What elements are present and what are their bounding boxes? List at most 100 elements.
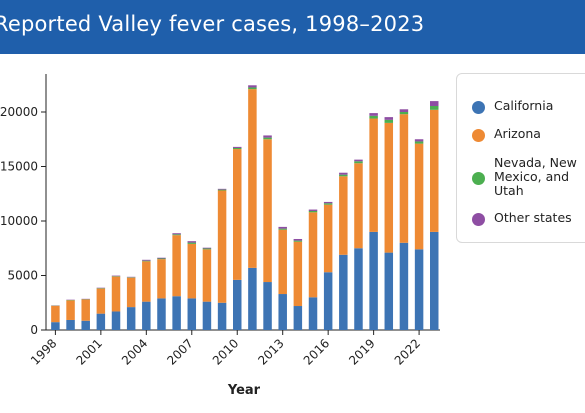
bar-2007-series-3 (187, 241, 197, 243)
bar-2014-series-2 (293, 240, 303, 242)
bar-2018-series-1 (354, 163, 363, 249)
y-tick-label-0: 0 (30, 323, 38, 337)
bar-2023-series-0 (430, 231, 439, 330)
bar-2020-series-2 (384, 119, 394, 123)
bar-2004-series-0 (142, 301, 151, 330)
y-tick-label-20000: 20000 (0, 105, 38, 119)
x-tick-label-2016: 2016 (301, 336, 332, 367)
bar-2006-series-0 (172, 296, 181, 330)
legend-swatch-other-states (472, 213, 485, 226)
bar-2023-series-1 (430, 109, 439, 232)
legend-item-other-states: Other states (472, 211, 585, 226)
legend: California Arizona Nevada, New Mexico, a… (456, 73, 585, 243)
title-bar: Reported Valley fever cases, 1998–2023 (0, 0, 585, 54)
bar-2013-series-0 (278, 294, 287, 330)
bar-2013-series-1 (278, 229, 287, 295)
bar-2005-series-0 (157, 298, 166, 330)
x-tick-label-2007: 2007 (164, 336, 195, 367)
bar-2010-series-2 (233, 147, 242, 150)
bar-2005-series-1 (157, 259, 166, 299)
legend-label-arizona: Arizona (494, 126, 541, 141)
bar-2007-series-2 (187, 242, 197, 244)
bar-2007-series-1 (187, 243, 197, 299)
bar-2011-series-2 (248, 87, 257, 90)
bar-2021-series-1 (399, 114, 409, 243)
x-tick-label-2010: 2010 (210, 336, 241, 367)
bar-2017-series-2 (339, 174, 348, 177)
legend-swatch-nevada-nm-ut (472, 172, 485, 185)
bar-2002-series-0 (111, 311, 121, 330)
bar-2021-series-3 (399, 109, 409, 112)
bar-2018-series-2 (354, 161, 363, 164)
bar-2004-series-2 (142, 260, 151, 262)
bar-2011-series-0 (248, 267, 257, 330)
bar-2005-series-3 (157, 257, 166, 259)
y-tick-label-5000: 5000 (7, 269, 38, 283)
bar-2014-series-3 (293, 238, 303, 241)
bar-2016-series-2 (323, 203, 333, 205)
bar-2011-series-1 (248, 89, 257, 268)
bar-2008-series-1 (202, 249, 212, 302)
bar-2016-series-0 (323, 272, 333, 330)
bar-2015-series-0 (308, 297, 318, 330)
bar-2001-series-0 (96, 313, 106, 330)
bar-2021-series-0 (399, 242, 409, 330)
bar-2017-series-3 (339, 172, 348, 175)
bar-2016-series-1 (323, 204, 333, 273)
bar-2009-series-2 (217, 189, 227, 191)
bar-2019-series-2 (369, 115, 378, 119)
bar-2017-series-1 (339, 176, 348, 255)
bar-2019-series-3 (369, 113, 378, 116)
bar-2021-series-2 (399, 112, 409, 115)
bar-2006-series-1 (172, 235, 181, 297)
bar-2009-series-1 (217, 190, 227, 303)
bar-2009-series-3 (217, 188, 227, 190)
legend-swatch-arizona (472, 129, 485, 142)
bar-2014-series-0 (293, 306, 303, 330)
bar-2005-series-2 (157, 258, 166, 260)
legend-swatch-california (472, 101, 485, 114)
x-tick-label-2022: 2022 (392, 336, 423, 367)
y-tick-label-10000: 10000 (0, 214, 38, 228)
bar-2019-series-0 (369, 231, 378, 330)
legend-label-nevada-nm-ut: Nevada, New Mexico, and Utah (494, 155, 577, 198)
bar-2023-series-3 (430, 101, 439, 107)
bar-1999-series-1 (66, 300, 75, 320)
bar-2023-series-2 (430, 106, 439, 110)
bar-2015-series-1 (308, 212, 318, 298)
bar-2009-series-0 (217, 302, 227, 330)
bar-2012-series-1 (263, 139, 272, 283)
bar-2012-series-0 (263, 282, 272, 330)
page-title: Reported Valley fever cases, 1998–2023 (0, 12, 425, 36)
bar-2003-series-1 (126, 277, 136, 308)
bar-2022-series-2 (414, 141, 424, 144)
bar-2008-series-0 (202, 301, 212, 330)
x-tick-label-1998: 1998 (28, 336, 59, 367)
bar-2016-series-3 (323, 201, 333, 204)
bar-2010-series-3 (233, 146, 242, 148)
bar-2006-series-3 (172, 233, 181, 235)
y-tick-label-15000: 15000 (0, 160, 38, 174)
bar-2015-series-3 (308, 209, 318, 211)
bar-2002-series-3 (111, 275, 121, 277)
bar-2020-series-1 (384, 122, 394, 253)
bar-2000-series-0 (81, 320, 90, 330)
bar-2010-series-1 (233, 149, 242, 280)
bar-2013-series-2 (278, 228, 287, 230)
bar-2003-series-0 (126, 307, 136, 330)
legend-item-arizona: Arizona (472, 127, 585, 142)
bar-2015-series-2 (308, 210, 318, 213)
bar-2004-series-3 (142, 259, 151, 261)
bar-2012-series-3 (263, 135, 272, 138)
bar-2020-series-3 (384, 117, 394, 120)
legend-item-nevada-nm-ut: Nevada, New Mexico, and Utah (472, 156, 585, 198)
bar-2012-series-2 (263, 137, 272, 140)
x-tick-label-2004: 2004 (119, 336, 150, 367)
bar-2000-series-1 (81, 299, 90, 321)
bar-2022-series-3 (414, 139, 424, 142)
x-axis-title: Year (227, 383, 261, 398)
bar-2019-series-1 (369, 118, 378, 232)
legend-label-other-states: Other states (494, 210, 572, 225)
bar-2022-series-0 (414, 249, 424, 330)
